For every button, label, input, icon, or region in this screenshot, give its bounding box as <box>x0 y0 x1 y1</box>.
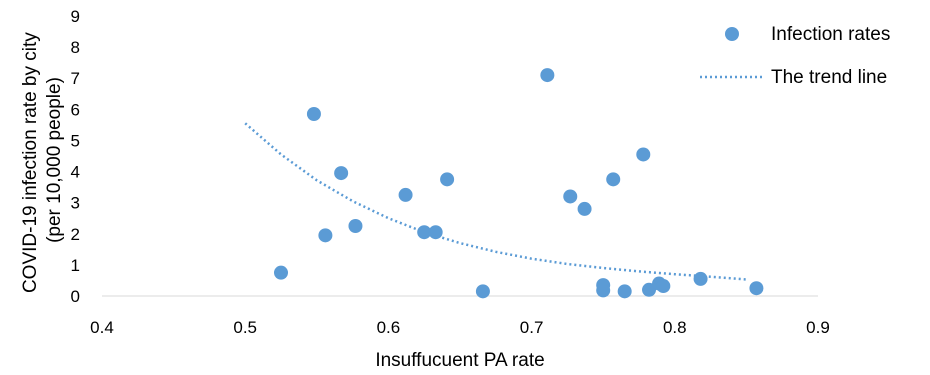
data-point <box>749 281 764 296</box>
y-tick-label: 2 <box>71 225 80 244</box>
y-axis-ticks: 0 1 2 3 4 5 6 7 8 9 <box>71 7 80 306</box>
x-tick-label: 0.6 <box>377 318 401 337</box>
data-point <box>306 107 321 121</box>
x-axis-title: Insuffucuent PA rate <box>375 350 544 371</box>
data-point <box>577 201 592 216</box>
y-tick-label: 4 <box>71 163 80 182</box>
trend-line <box>244 122 747 281</box>
y-tick-label: 3 <box>71 194 80 213</box>
legend-marker-infection-rates <box>725 27 739 41</box>
data-point <box>398 187 413 202</box>
data-point <box>274 265 288 280</box>
data-point <box>617 284 632 299</box>
data-point <box>540 68 555 83</box>
data-point <box>334 166 349 181</box>
x-tick-label: 0.5 <box>233 318 257 337</box>
data-point <box>563 189 578 204</box>
data-point <box>348 219 363 233</box>
y-tick-label: 5 <box>71 131 80 150</box>
legend: Infection rates The trend line <box>700 24 890 88</box>
data-point <box>428 225 443 240</box>
x-tick-label: 0.9 <box>806 318 830 337</box>
legend-label-infection-rates: Infection rates <box>771 24 890 45</box>
y-axis-title-line-1: COVID-19 infection rate by city <box>20 32 41 293</box>
legend-label-trend-line: The trend line <box>771 67 887 88</box>
y-axis-title: COVID-19 infection rate by city (per 10,… <box>20 27 65 293</box>
data-point <box>636 147 651 162</box>
data-point <box>596 283 611 298</box>
data-point <box>475 284 490 299</box>
y-axis-title-line-2: (per 10,000 people) <box>44 77 65 243</box>
data-point <box>693 271 708 286</box>
y-tick-label: 7 <box>71 69 80 88</box>
data-points <box>274 68 764 299</box>
data-point <box>642 282 657 297</box>
y-tick-label: 0 <box>71 287 80 306</box>
y-tick-label: 6 <box>71 100 80 119</box>
data-point <box>318 228 333 243</box>
x-axis-ticks: 0.4 0.5 0.6 0.7 0.8 0.9 <box>90 318 830 337</box>
data-point <box>606 172 621 187</box>
data-point <box>417 225 432 240</box>
x-tick-label: 0.7 <box>520 318 544 337</box>
x-tick-label: 0.8 <box>663 318 687 337</box>
data-point <box>656 279 671 294</box>
y-tick-label: 1 <box>71 256 80 275</box>
y-tick-label: 9 <box>71 7 80 26</box>
y-tick-label: 8 <box>71 38 80 57</box>
data-point <box>440 172 455 187</box>
x-tick-label: 0.4 <box>90 318 114 337</box>
